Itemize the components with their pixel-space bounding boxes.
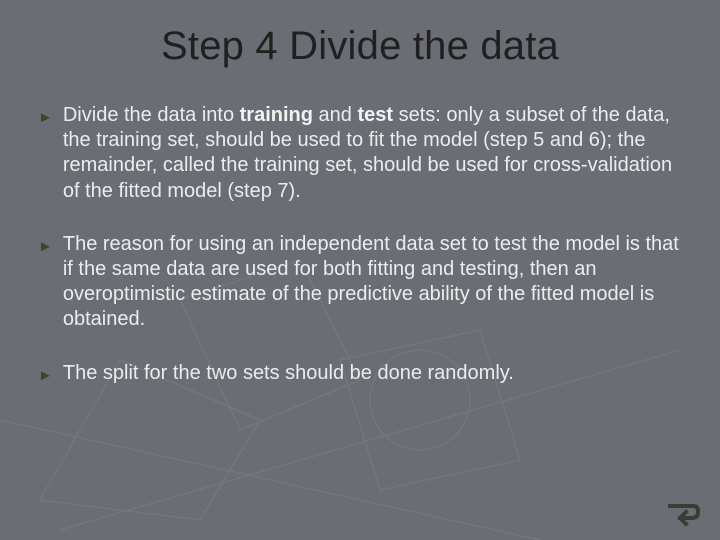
- list-item: ► The split for the two sets should be d…: [38, 361, 682, 386]
- return-arrow-icon: [666, 498, 702, 526]
- list-item: ► Divide the data into training and test…: [38, 103, 682, 204]
- bullet-list: ► Divide the data into training and test…: [38, 103, 682, 386]
- bullet-triangle-icon: ►: [38, 367, 53, 386]
- list-item: ► The reason for using an independent da…: [38, 232, 682, 333]
- bullet-triangle-icon: ►: [38, 109, 53, 128]
- bullet-text: The split for the two sets should be don…: [63, 361, 682, 386]
- slide: Step 4 Divide the data ► Divide the data…: [0, 0, 720, 540]
- bullet-triangle-icon: ►: [38, 238, 53, 257]
- bullet-text: Divide the data into training and test s…: [63, 103, 682, 204]
- slide-title: Step 4 Divide the data: [38, 24, 682, 69]
- bullet-text: The reason for using an independent data…: [63, 232, 682, 333]
